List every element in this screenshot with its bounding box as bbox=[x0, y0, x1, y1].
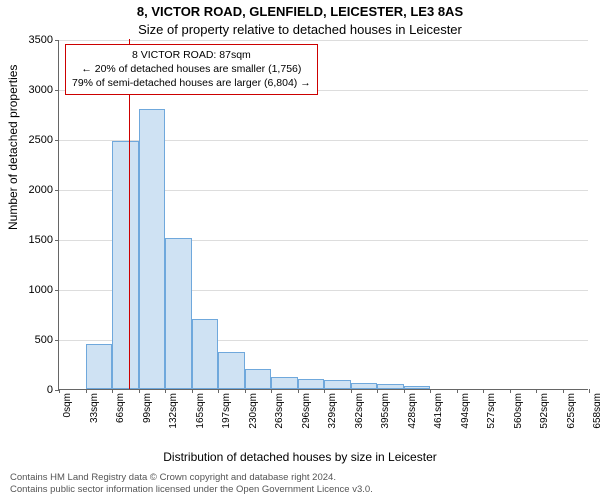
x-tick-mark bbox=[536, 389, 537, 393]
x-tick-mark bbox=[351, 389, 352, 393]
x-tick-mark bbox=[59, 389, 60, 393]
y-tick-mark bbox=[55, 90, 59, 91]
x-tick-label: 132sqm bbox=[168, 393, 179, 429]
x-tick-mark bbox=[377, 389, 378, 393]
y-tick-mark bbox=[55, 290, 59, 291]
annotation-line2: ← 20% of detached houses are smaller (1,… bbox=[72, 62, 311, 76]
x-tick-mark bbox=[271, 389, 272, 393]
x-tick-label: 296sqm bbox=[301, 393, 312, 429]
x-tick-mark bbox=[430, 389, 431, 393]
x-tick-label: 592sqm bbox=[539, 393, 550, 429]
x-tick-mark bbox=[245, 389, 246, 393]
x-tick-label: 494sqm bbox=[460, 393, 471, 429]
x-tick-mark bbox=[324, 389, 325, 393]
x-tick-label: 0sqm bbox=[62, 393, 73, 417]
x-tick-label: 658sqm bbox=[592, 393, 600, 429]
x-tick-mark bbox=[510, 389, 511, 393]
y-tick-mark bbox=[55, 140, 59, 141]
y-axis-label: Number of detached properties bbox=[6, 65, 20, 230]
chart-container: 8, VICTOR ROAD, GLENFIELD, LEICESTER, LE… bbox=[0, 0, 600, 500]
x-tick-mark bbox=[86, 389, 87, 393]
x-tick-mark bbox=[112, 389, 113, 393]
x-tick-mark bbox=[404, 389, 405, 393]
x-tick-label: 527sqm bbox=[486, 393, 497, 429]
histogram-bar bbox=[218, 352, 245, 389]
x-tick-label: 329sqm bbox=[327, 393, 338, 429]
x-tick-label: 99sqm bbox=[142, 393, 153, 423]
x-tick-label: 625sqm bbox=[566, 393, 577, 429]
y-tick-label: 500 bbox=[35, 334, 53, 346]
y-tick-label: 0 bbox=[47, 384, 53, 396]
histogram-bar bbox=[112, 141, 139, 389]
histogram-bar bbox=[404, 386, 431, 389]
y-tick-label: 3500 bbox=[29, 34, 53, 46]
x-tick-label: 362sqm bbox=[354, 393, 365, 429]
x-tick-mark bbox=[483, 389, 484, 393]
x-tick-mark bbox=[139, 389, 140, 393]
y-tick-mark bbox=[55, 240, 59, 241]
x-tick-label: 66sqm bbox=[115, 393, 126, 423]
x-tick-label: 263sqm bbox=[274, 393, 285, 429]
footer-attribution: Contains HM Land Registry data © Crown c… bbox=[10, 472, 373, 496]
footer-line1: Contains HM Land Registry data © Crown c… bbox=[10, 472, 373, 484]
histogram-bar bbox=[377, 384, 404, 389]
chart-title-line2: Size of property relative to detached ho… bbox=[0, 22, 600, 37]
x-tick-label: 428sqm bbox=[407, 393, 418, 429]
x-tick-mark bbox=[298, 389, 299, 393]
y-tick-label: 1500 bbox=[29, 234, 53, 246]
x-tick-label: 197sqm bbox=[221, 393, 232, 429]
x-tick-label: 560sqm bbox=[513, 393, 524, 429]
x-tick-mark bbox=[192, 389, 193, 393]
y-tick-label: 2500 bbox=[29, 134, 53, 146]
x-tick-label: 230sqm bbox=[248, 393, 259, 429]
footer-line2: Contains public sector information licen… bbox=[10, 484, 373, 496]
y-tick-label: 2000 bbox=[29, 184, 53, 196]
annotation-line1: 8 VICTOR ROAD: 87sqm bbox=[72, 48, 311, 62]
gridline bbox=[59, 40, 588, 41]
y-tick-label: 1000 bbox=[29, 284, 53, 296]
x-tick-label: 395sqm bbox=[380, 393, 391, 429]
histogram-bar bbox=[245, 369, 272, 389]
chart-title-line1: 8, VICTOR ROAD, GLENFIELD, LEICESTER, LE… bbox=[0, 4, 600, 19]
x-axis-label: Distribution of detached houses by size … bbox=[0, 450, 600, 464]
histogram-bar bbox=[298, 379, 325, 389]
x-tick-mark bbox=[589, 389, 590, 393]
histogram-bar bbox=[165, 238, 192, 389]
x-tick-mark bbox=[563, 389, 564, 393]
y-tick-label: 3000 bbox=[29, 84, 53, 96]
y-tick-mark bbox=[55, 190, 59, 191]
annotation-box: 8 VICTOR ROAD: 87sqm ← 20% of detached h… bbox=[65, 44, 318, 95]
histogram-bar bbox=[86, 344, 113, 389]
x-tick-label: 165sqm bbox=[195, 393, 206, 429]
histogram-bar bbox=[351, 383, 378, 389]
histogram-bar bbox=[324, 380, 351, 389]
x-tick-mark bbox=[457, 389, 458, 393]
histogram-bar bbox=[271, 377, 298, 389]
histogram-bar bbox=[192, 319, 219, 389]
x-tick-label: 33sqm bbox=[89, 393, 100, 423]
x-tick-label: 461sqm bbox=[433, 393, 444, 429]
y-tick-mark bbox=[55, 40, 59, 41]
annotation-line3: 79% of semi-detached houses are larger (… bbox=[72, 76, 311, 90]
x-tick-mark bbox=[165, 389, 166, 393]
histogram-bar bbox=[139, 109, 166, 389]
y-tick-mark bbox=[55, 340, 59, 341]
x-tick-mark bbox=[218, 389, 219, 393]
